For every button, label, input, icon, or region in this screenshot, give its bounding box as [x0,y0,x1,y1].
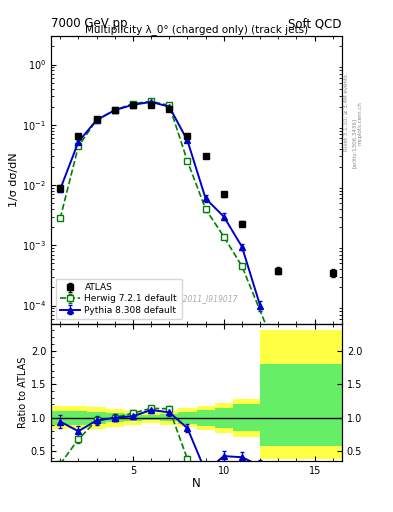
Y-axis label: 1/σ dσ/dN: 1/σ dσ/dN [9,153,19,207]
Title: Multiplicity λ_0° (charged only) (track jets): Multiplicity λ_0° (charged only) (track … [85,24,308,35]
Text: 7000 GeV pp: 7000 GeV pp [51,17,128,30]
Text: Rivet 3.1.10; ≥ 3.4M events: Rivet 3.1.10; ≥ 3.4M events [344,74,349,151]
Text: [arXiv:1306.3436]: [arXiv:1306.3436] [352,118,357,168]
X-axis label: N: N [192,477,201,490]
Legend: ATLAS, Herwig 7.2.1 default, Pythia 8.308 default: ATLAS, Herwig 7.2.1 default, Pythia 8.30… [55,279,182,319]
Y-axis label: Ratio to ATLAS: Ratio to ATLAS [18,356,28,428]
Text: ATLAS_2011_I919017: ATLAS_2011_I919017 [155,294,238,304]
Text: Soft QCD: Soft QCD [288,17,342,30]
Text: mcplots.cern.ch: mcplots.cern.ch [358,101,363,145]
